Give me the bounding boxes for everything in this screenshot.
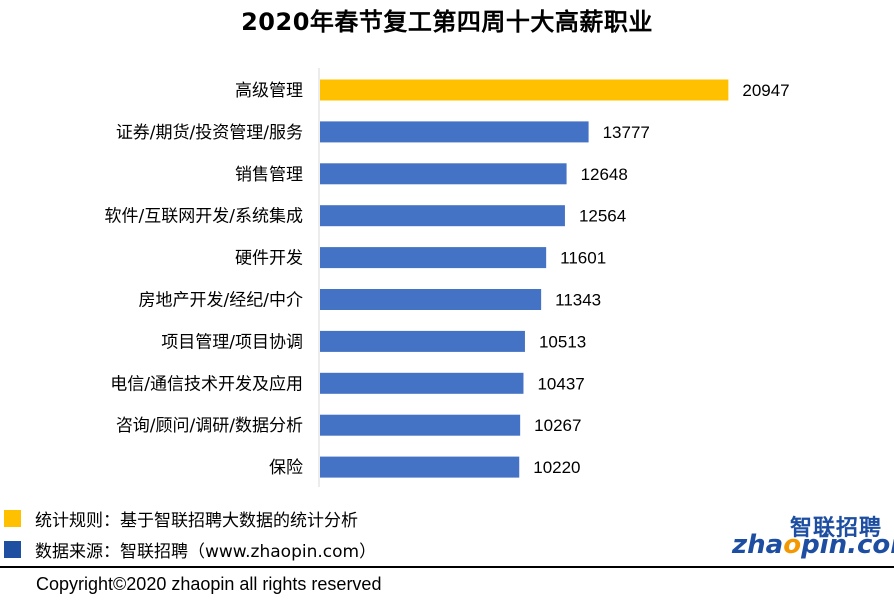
bar — [320, 79, 729, 101]
zhaopin-logo: 智联招聘 zhaopin.com — [732, 510, 894, 560]
copyright-text: Copyright©2020 zhaopin all rights reserv… — [36, 574, 382, 594]
category-label: 高级管理 — [235, 81, 303, 101]
bar-value-label: 20947 — [742, 81, 789, 100]
bar-value-label: 10513 — [539, 332, 586, 351]
footer-divider — [0, 566, 894, 568]
category-label: 电信/通信技术开发及应用 — [110, 374, 303, 394]
bar-value-label: 12648 — [581, 165, 628, 184]
bar — [320, 121, 589, 143]
category-label: 硬件开发 — [235, 249, 303, 269]
category-label: 项目管理/项目协调 — [161, 332, 303, 352]
logo-en-o: o — [783, 530, 802, 560]
chart-title: 2020年春节复工第四周十大高薪职业 — [241, 8, 653, 36]
bars-group: 高级管理 20947 证券/期货/投资管理/服务 13777 销售管理 12648 软件/互… — [105, 79, 790, 478]
category-label: 软件/互联网开发/系统集成 — [105, 207, 303, 227]
logo-en-text: zhaopin.com — [732, 530, 894, 560]
logo-en-prefix: zha — [732, 530, 784, 560]
category-label: 销售管理 — [235, 165, 303, 185]
bar — [320, 372, 524, 394]
bar-value-label: 10267 — [534, 416, 581, 435]
category-label: 证券/期货/投资管理/服务 — [116, 123, 303, 143]
bar-value-label: 12564 — [579, 207, 626, 226]
category-label: 保险 — [269, 458, 303, 478]
legend-text-source: 数据来源：智联招聘（www.zhaopin.com） — [35, 541, 377, 562]
bar-value-label: 11601 — [560, 249, 606, 268]
bar — [320, 456, 520, 478]
bar-value-label: 10437 — [537, 374, 584, 393]
legend-item-rule: 统计规则：基于智联招聘大数据的统计分析 — [4, 507, 358, 531]
bar — [320, 414, 521, 436]
bar-value-label: 13777 — [603, 123, 650, 142]
bar-chart: 高级管理 20947 证券/期货/投资管理/服务 13777 销售管理 12648 软件/互… — [105, 68, 790, 487]
legend-swatch-blue — [4, 540, 21, 558]
bar — [320, 289, 542, 310]
bar — [320, 163, 567, 185]
logo-en-suffix: pin.com — [801, 530, 894, 560]
bar-value-label: 11343 — [555, 291, 601, 310]
legend-text-rule: 统计规则：基于智联招聘大数据的统计分析 — [35, 510, 358, 531]
category-label: 咨询/顾问/调研/数据分析 — [116, 416, 303, 436]
logo-cn-text: 智联招聘 — [789, 516, 882, 541]
bar — [320, 247, 547, 269]
category-label: 房地产开发/经纪/中介 — [139, 291, 303, 311]
legend-item-source: 数据来源：智联招聘（www.zhaopin.com） — [4, 538, 377, 562]
bar — [320, 205, 565, 227]
legend-swatch-yellow — [4, 509, 21, 527]
bar-value-label: 10220 — [533, 458, 580, 477]
bar — [320, 330, 525, 352]
